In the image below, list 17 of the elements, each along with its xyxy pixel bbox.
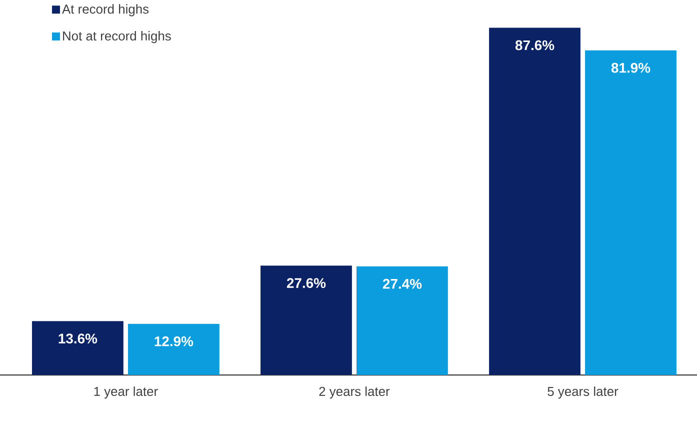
bar (585, 50, 676, 375)
data-label: 27.4% (382, 278, 422, 289)
x-tick-label: 2 years later (319, 386, 390, 399)
legend-label: At record highs (62, 4, 149, 16)
data-label: 87.6% (515, 40, 554, 50)
data-label: 13.6% (58, 334, 98, 344)
data-label: 81.9% (611, 62, 650, 73)
bar (128, 324, 220, 375)
bar (356, 266, 448, 375)
bar (32, 321, 124, 375)
data-label: 12.9% (154, 336, 194, 346)
data-label: 27.6% (286, 278, 326, 288)
bar (260, 266, 352, 375)
legend-label: Not at record highs (63, 31, 171, 44)
bar (489, 28, 580, 375)
x-tick-label: 5 years later (548, 386, 618, 399)
x-tick-label: 1 year later (94, 386, 158, 399)
